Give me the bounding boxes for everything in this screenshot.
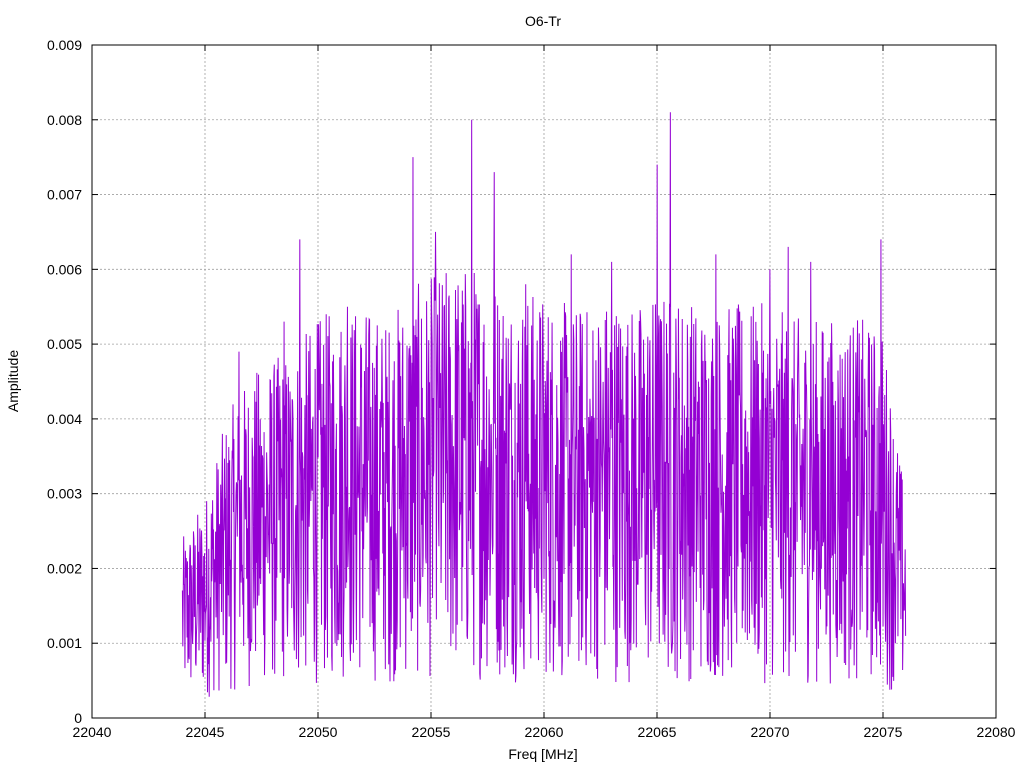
x-tick-label: 22045 [186, 724, 225, 740]
x-tick-label: 22055 [412, 724, 451, 740]
series-line [181, 112, 907, 697]
x-tick-label: 22040 [73, 724, 112, 740]
axis-ticks [91, 44, 997, 719]
y-tick-label: 0 [74, 710, 82, 726]
y-tick-labels: 0 0.001 0.002 0.003 0.004 0.005 0.006 0.007 0.00… [47, 37, 82, 726]
chart-title: O6-Tr [525, 13, 561, 29]
x-tick-label: 22080 [977, 724, 1016, 740]
y-tick-label: 0.006 [47, 261, 82, 277]
x-tick-label: 22065 [638, 724, 677, 740]
y-tick-label: 0.008 [47, 112, 82, 128]
x-tick-label: 22070 [751, 724, 790, 740]
y-axis-title: Amplitude [5, 350, 21, 412]
y-tick-label: 0.004 [47, 411, 82, 427]
y-tick-label: 0.002 [47, 560, 82, 576]
x-axis-title: Freq [MHz] [508, 746, 577, 762]
x-tick-label: 22050 [299, 724, 338, 740]
x-tick-labels: 22040 22045 22050 22055 22060 22065 22070 22075… [73, 724, 1016, 740]
x-tick-label: 22060 [525, 724, 564, 740]
x-tick-label: 22075 [864, 724, 903, 740]
y-tick-label: 0.007 [47, 187, 82, 203]
y-tick-label: 0.001 [47, 635, 82, 651]
y-tick-label: 0.003 [47, 486, 82, 502]
y-tick-label: 0.009 [47, 37, 82, 53]
y-tick-label: 0.005 [47, 336, 82, 352]
series-layer [181, 112, 907, 697]
